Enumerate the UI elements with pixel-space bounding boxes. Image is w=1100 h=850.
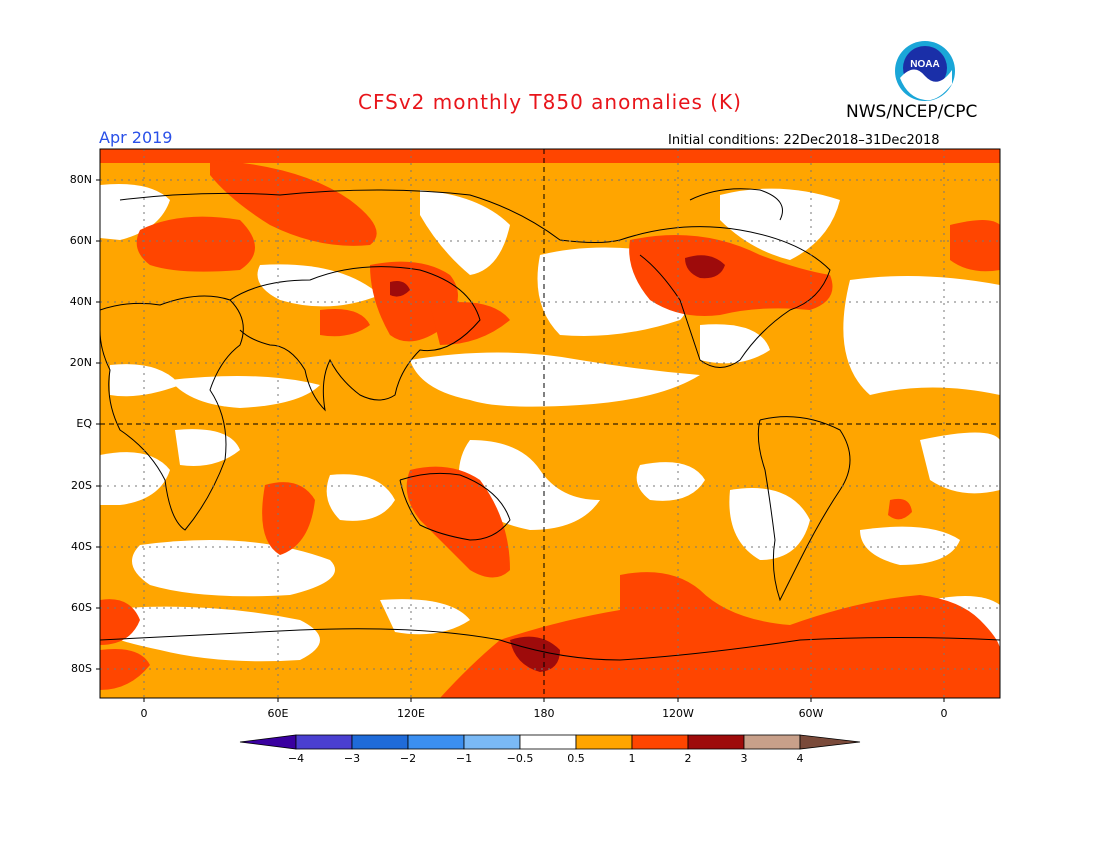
legend-label: −2 [399,752,417,765]
legend-label: 4 [796,752,804,765]
legend-swatch-2-3 [687,734,745,750]
legend-label: 1 [628,752,636,765]
equator-dateline [100,149,1000,698]
warm-regions [100,149,1000,698]
legend-swatch-m1-m05 [463,734,521,750]
legend-swatch-neutral [519,734,577,750]
coastlines [100,188,1000,661]
map-title: CFSv2 monthly T850 anomalies (K) [358,90,742,114]
legend-label: 0.5 [567,752,585,765]
legend-label: −3 [343,752,361,765]
legend-label: −4 [287,752,305,765]
lon-label-120w: 120W [662,707,694,720]
legend-swatch-m2-m1 [407,734,465,750]
legend-label: 3 [740,752,748,765]
lon-label-60e: 60E [267,707,289,720]
noaa-logo-icon: NOAA [895,41,955,101]
lat-label-60n: 60N [69,234,92,247]
neutral-regions [100,184,1000,665]
legend-swatch-m3-m2 [351,734,409,750]
lat-label-80s: 80S [71,662,92,675]
lat-label-20s: 20S [71,479,92,492]
lat-label-60s: 60S [71,601,92,614]
agency-label: NWS/NCEP/CPC [846,102,978,122]
legend-label: −0.5 [506,752,534,765]
lon-label-0-east: 0 [940,707,948,720]
lat-label-eq: EQ [76,417,92,430]
lon-label-180: 180 [533,707,555,720]
lat-label-40s: 40S [71,540,92,553]
hot-regions [390,255,725,672]
legend-swatch-below-4 [239,734,297,750]
lat-label-20n: 20N [69,356,92,369]
lon-label-120e: 120E [397,707,425,720]
legend-swatch-above-4 [799,734,861,750]
logo-text: NOAA [910,59,939,70]
initial-conditions: Initial conditions: 22Dec2018–31Dec2018 [668,133,940,148]
legend-swatch-1-2 [631,734,689,750]
axis-ticks [96,179,945,702]
lon-label-0-west: 0 [140,707,148,720]
legend-label: 2 [684,752,692,765]
legend-label: −1 [455,752,473,765]
lat-label-40n: 40N [69,295,92,308]
legend-swatch-05-1 [575,734,633,750]
lat-label-80n: 80N [69,173,92,186]
legend-swatch-m4-m3 [295,734,353,750]
legend-swatch-3-4 [743,734,801,750]
forecast-month: Apr 2019 [99,128,173,147]
lon-label-60w: 60W [798,707,824,720]
